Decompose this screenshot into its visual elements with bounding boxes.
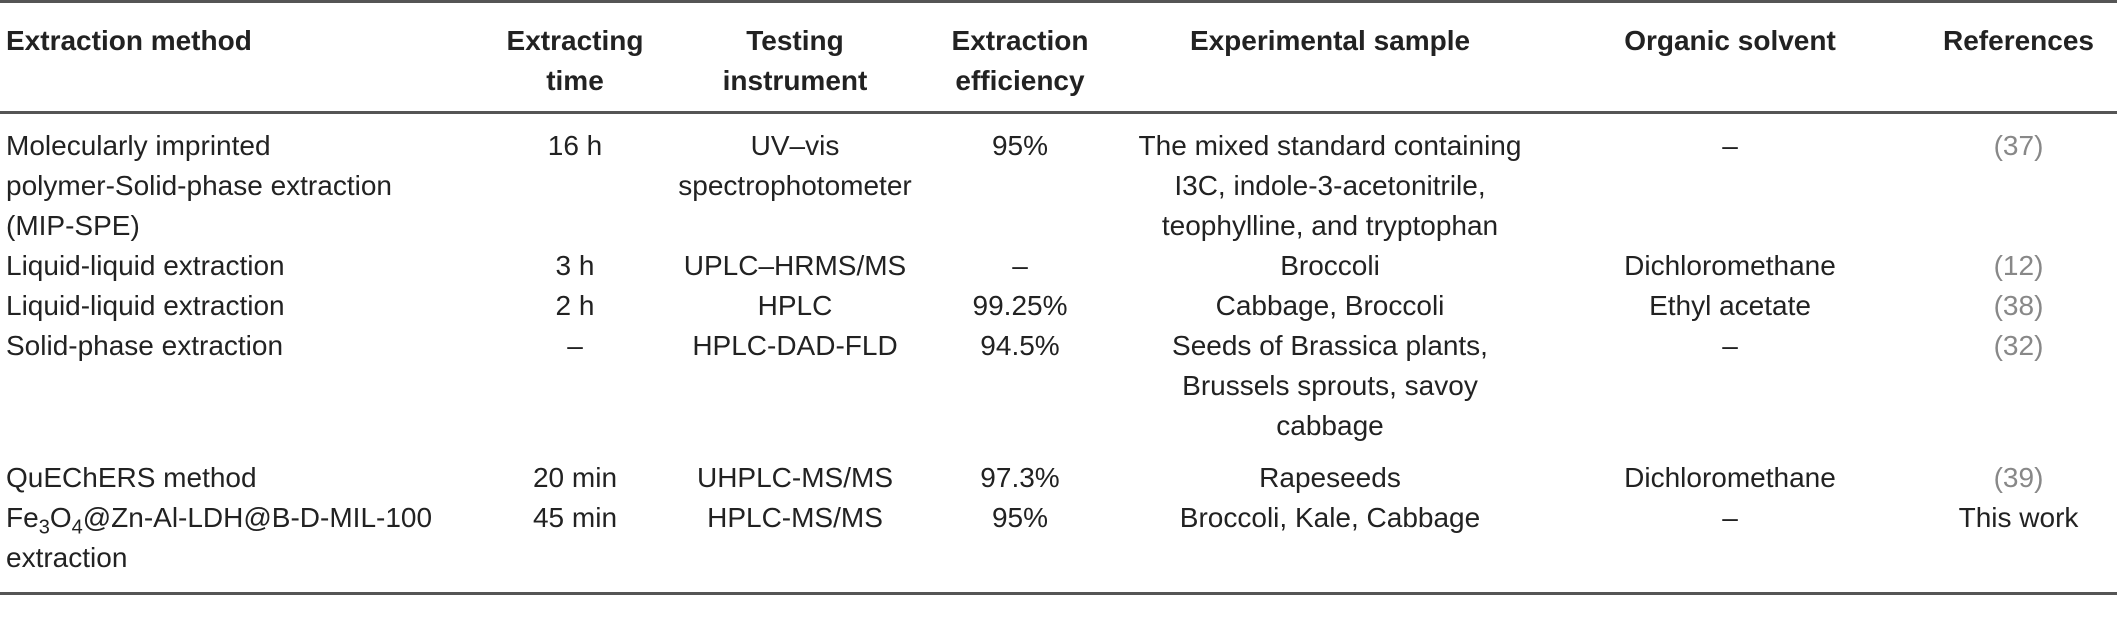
comparison-table-container: Extraction method Extracting time Testin… <box>0 1 2117 595</box>
formula-sub-4: 4 <box>71 516 83 539</box>
instrument-line: HPLC-DAD-FLD <box>692 330 898 361</box>
method-line: QuEChERS method <box>6 462 257 493</box>
cell-time: 45 min <box>480 498 670 595</box>
formula-o: O <box>49 502 72 533</box>
header-extracting-time: Extracting time <box>480 1 670 114</box>
reference-link[interactable]: (12) <box>1993 250 2044 281</box>
table-row: Molecularly imprinted polymer-Solid-phas… <box>0 113 2117 247</box>
sample-line: Broccoli, Kale, Cabbage <box>1179 502 1481 533</box>
header-extraction-efficiency: Extraction efficiency <box>920 1 1120 114</box>
cell-efficiency: 99.25% <box>972 290 1068 321</box>
cell-method: Molecularly imprinted polymer-Solid-phas… <box>0 113 480 247</box>
cell-efficiency: 95% <box>920 498 1120 595</box>
cell-efficiency: 94.5% <box>980 330 1060 361</box>
instrument-line: HPLC-MS/MS <box>707 502 883 533</box>
cell-sample: The mixed standard containing I3C, indol… <box>1120 113 1540 247</box>
sample-line: The mixed standard containing <box>1138 130 1522 161</box>
cell-solvent: Dichloromethane <box>1624 250 1836 281</box>
header-organic-solvent: Organic solvent <box>1540 1 1920 114</box>
cell-time: 3 h <box>555 250 595 281</box>
reference-link[interactable]: (32) <box>1993 330 2044 361</box>
cell-instrument: HPLC-MS/MS <box>670 498 920 595</box>
instrument-line: UHPLC-MS/MS <box>696 462 893 493</box>
cell-instrument: UV–vis spectrophotometer <box>670 113 920 247</box>
cell-method: QuEChERS method <box>0 446 480 498</box>
reference-link[interactable]: (37) <box>1993 130 2044 161</box>
sample-line: I3C, indole-3-acetonitrile, <box>1174 170 1486 201</box>
cell-reference: (12) <box>1920 246 2117 286</box>
sample-line: Rapeseeds <box>1259 462 1401 493</box>
cell-instrument: HPLC <box>670 286 920 326</box>
reference-link[interactable]: (38) <box>1993 290 2044 321</box>
instrument-line: spectrophotometer <box>678 170 912 201</box>
cell-time: 20 min <box>532 462 618 493</box>
method-line: (MIP-SPE) <box>6 210 140 241</box>
instrument-line: HPLC <box>757 290 833 321</box>
cell-sample: Rapeseeds <box>1120 446 1540 498</box>
header-experimental-sample: Experimental sample <box>1120 1 1540 114</box>
method-line: Solid-phase extraction <box>6 330 284 361</box>
cell-instrument: HPLC-DAD-FLD <box>670 326 920 446</box>
method-line: Fe3O4@Zn-Al-LDH@B-D-MIL-100 <box>6 498 474 538</box>
sample-line: cabbage <box>1276 410 1384 441</box>
sample-line: Brussels sprouts, savoy <box>1182 370 1478 401</box>
cell-efficiency: 95% <box>991 130 1049 161</box>
cell-method: Solid-phase extraction <box>0 326 480 446</box>
reference-this-work: This work <box>1958 502 2079 533</box>
extraction-methods-table: Extraction method Extracting time Testin… <box>0 1 2117 595</box>
table-row: Liquid-liquid extraction 3 h UPLC–HRMS/M… <box>0 246 2117 286</box>
table-row: QuEChERS method 20 min UHPLC-MS/MS 97.3%… <box>0 446 2117 498</box>
cell-reference: (32) <box>1920 326 2117 446</box>
cell-efficiency: – <box>1012 250 1028 281</box>
sample-line: Seeds of Brassica plants, <box>1172 330 1488 361</box>
cell-solvent: – <box>1722 330 1738 361</box>
reference-link[interactable]: (39) <box>1993 462 2044 493</box>
table-row: Fe3O4@Zn-Al-LDH@B-D-MIL-100 extraction 4… <box>0 498 2117 595</box>
cell-solvent: Dichloromethane <box>1624 462 1836 493</box>
method-line: Molecularly imprinted <box>6 130 271 161</box>
instrument-line: UPLC–HRMS/MS <box>683 250 907 281</box>
header-row: Extraction method Extracting time Testin… <box>0 1 2117 114</box>
header-references: References <box>1920 1 2117 114</box>
method-line: polymer-Solid-phase extraction <box>6 170 392 201</box>
cell-time: 16 h <box>547 130 603 161</box>
cell-reference: This work <box>1920 498 2117 595</box>
method-line: extraction <box>6 542 128 573</box>
method-line: Liquid-liquid extraction <box>6 290 285 321</box>
formula-rest: @Zn-Al-LDH@B-D-MIL-100 <box>82 502 433 533</box>
cell-method: Liquid-liquid extraction <box>0 286 480 326</box>
table-row: Liquid-liquid extraction 2 h HPLC 99.25%… <box>0 286 2117 326</box>
table-header: Extraction method Extracting time Testin… <box>0 1 2117 114</box>
cell-method: Liquid-liquid extraction <box>0 246 480 286</box>
cell-instrument: UPLC–HRMS/MS <box>670 246 920 286</box>
cell-sample: Broccoli, Kale, Cabbage <box>1120 498 1540 595</box>
cell-sample: Broccoli <box>1120 246 1540 286</box>
cell-sample: Cabbage, Broccoli <box>1120 286 1540 326</box>
formula-fe: Fe <box>6 502 39 533</box>
formula-sub-3: 3 <box>38 516 50 539</box>
sample-line: Broccoli <box>1280 250 1380 281</box>
cell-reference: (39) <box>1920 446 2117 498</box>
cell-solvent: – <box>1722 130 1738 161</box>
cell-efficiency: 97.3% <box>980 462 1060 493</box>
instrument-line: UV–vis <box>750 130 840 161</box>
cell-time: – <box>567 330 583 361</box>
cell-reference: (37) <box>1920 113 2117 247</box>
cell-solvent: – <box>1540 498 1920 595</box>
table-body: Molecularly imprinted polymer-Solid-phas… <box>0 113 2117 595</box>
cell-sample: Seeds of Brassica plants, Brussels sprou… <box>1120 326 1540 446</box>
table-row: Solid-phase extraction – HPLC-DAD-FLD 94… <box>0 326 2117 446</box>
sample-line: Cabbage, Broccoli <box>1215 290 1445 321</box>
header-testing-instrument: Testing instrument <box>670 1 920 114</box>
sample-line: teophylline, and tryptophan <box>1161 210 1499 241</box>
cell-time: 2 h <box>555 290 595 321</box>
header-extraction-method: Extraction method <box>0 1 480 114</box>
cell-method: Fe3O4@Zn-Al-LDH@B-D-MIL-100 extraction <box>0 498 480 595</box>
cell-solvent: Ethyl acetate <box>1649 290 1811 321</box>
cell-instrument: UHPLC-MS/MS <box>670 446 920 498</box>
method-line: Liquid-liquid extraction <box>6 250 285 281</box>
cell-reference: (38) <box>1920 286 2117 326</box>
